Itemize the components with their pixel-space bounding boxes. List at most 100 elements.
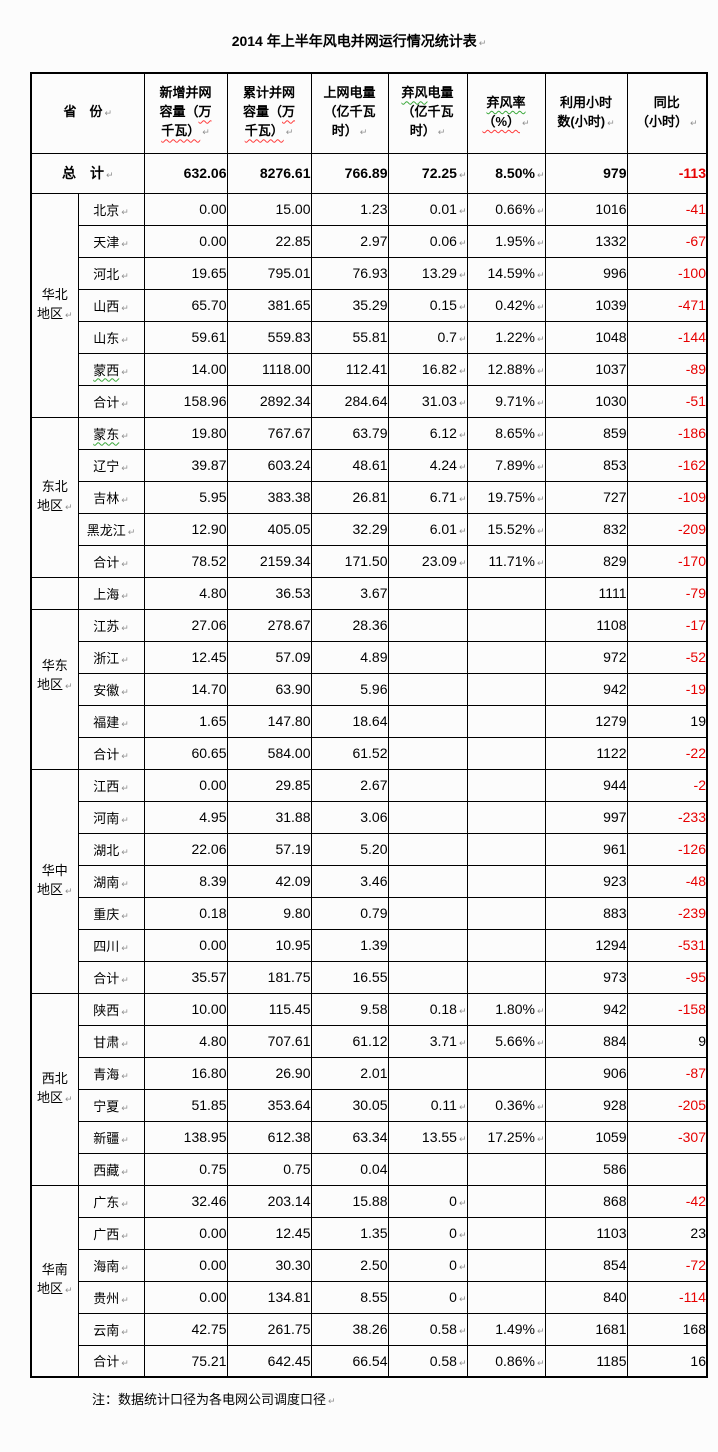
col-header-curtailed-energy: 弃风电量 （亿千瓦 时） ↵	[387, 72, 468, 154]
value-cell: 0.00	[143, 928, 228, 962]
paragraph-mark: ↵	[121, 271, 129, 282]
paragraph-mark: ↵	[121, 847, 129, 858]
table-row: 山西 ↵ 65.70 381.65 35.29 0.15 ↵ 0.42% ↵ 1039 -471	[31, 288, 708, 322]
value-cell: 1.22% ↵	[466, 320, 546, 354]
value-cell: 158.96	[143, 384, 228, 418]
header-line: 时） ↵	[331, 123, 368, 139]
header-row: 省 份 ↵ 新增并网 容量（万 千瓦） ↵ 累计并网 容量（万 千瓦） ↵ 上网电量 （亿千瓦 时） ↵ 弃…	[30, 72, 708, 154]
province-cell: 广东 ↵	[77, 1184, 145, 1218]
region-label-line: 华东	[41, 657, 68, 673]
table-row: 合计 ↵ 75.21 642.45 66.54 0.58 ↵ 0.86% ↵ 1185 16	[31, 1344, 708, 1378]
col-header-utilization-hours: 利用小时数(小时) ↵	[544, 72, 628, 154]
header-line: 上网电量	[323, 85, 376, 101]
value-cell: 0.36% ↵	[466, 1088, 546, 1122]
value-cell: 2159.34	[226, 544, 312, 578]
paragraph-mark: ↵	[121, 303, 129, 314]
value-cell: 181.75	[226, 960, 312, 994]
value-cell: 12.88% ↵	[466, 352, 546, 386]
value-cell: 0.00	[143, 768, 228, 802]
value-cell: 31.88	[226, 800, 312, 834]
value-cell: 381.65	[226, 288, 312, 322]
table-row: 西北 地区 ↵ 陕西 ↵ 10.00 115.45 9.58 0.18 ↵ 1.80% ↵ 942 -15…	[30, 992, 708, 1186]
paragraph-mark: ↵	[536, 463, 545, 473]
province-cell: 重庆 ↵	[77, 896, 145, 930]
value-cell	[387, 736, 468, 770]
yoy-cell: 23	[626, 1216, 708, 1250]
region-cell-central-china: 华中 地区 ↵	[30, 768, 79, 994]
value-cell: 0.58 ↵	[387, 1312, 468, 1346]
yoy-cell: -17	[626, 608, 708, 642]
region-label-line: 西北	[41, 1070, 68, 1086]
value-cell: 603.24	[226, 448, 312, 482]
value-cell: 278.67	[226, 608, 312, 642]
value-cell: 928	[544, 1088, 628, 1122]
header-line: 利用小时	[559, 94, 612, 110]
header-line: （亿千瓦	[323, 104, 376, 120]
table-row: 合计 ↵ 35.57 181.75 16.55 973 -95	[31, 960, 708, 994]
province-cell: 新疆 ↵	[77, 1120, 145, 1154]
table-row: 合计 ↵ 78.52 2159.34 171.50 23.09 ↵ 11.71% ↵ 829 -17…	[31, 544, 708, 578]
paragraph-mark: ↵	[458, 1039, 467, 1049]
value-cell: 1030	[544, 384, 628, 418]
value-cell: 0.06 ↵	[387, 224, 468, 258]
paragraph-mark: ↵	[64, 310, 73, 321]
yoy-cell: -233	[626, 800, 708, 834]
value-cell: 30.30	[226, 1248, 312, 1282]
paragraph-mark: ↵	[458, 1295, 467, 1305]
value-cell: 7.89% ↵	[466, 448, 546, 482]
spellcheck-underlined-text: 弃风率	[486, 94, 526, 110]
table-row: 华南 地区 ↵ 广东 ↵ 32.46 203.14 15.88 0 ↵ 868 -42	[30, 1184, 708, 1378]
value-cell: 0.42% ↵	[466, 288, 546, 322]
province-cell: 河北 ↵	[77, 256, 145, 290]
paragraph-mark: ↵	[536, 1135, 545, 1145]
value-cell	[466, 1184, 546, 1218]
value-cell: 1185	[544, 1344, 628, 1378]
value-cell: 795.01	[226, 256, 312, 290]
col-header-province: 省 份 ↵	[30, 72, 145, 154]
province-cell: 湖北 ↵	[77, 832, 145, 866]
header-line: 弃风率	[468, 93, 545, 112]
value-cell: 10.95	[226, 928, 312, 962]
region-cell-south-china: 华南 地区 ↵	[30, 1184, 79, 1378]
table-row: 江苏 ↵ 27.06 278.67 28.36 1108 -17	[31, 608, 708, 642]
value-cell: 972	[544, 640, 628, 674]
region-label-line: 华南	[41, 1262, 68, 1278]
paragraph-mark: ↵	[458, 1007, 467, 1017]
paragraph-mark: ↵	[121, 1167, 129, 1178]
paragraph-mark: ↵	[536, 1103, 545, 1113]
paragraph-mark: ↵	[121, 591, 129, 602]
value-cell: 1332	[544, 224, 628, 258]
table-row: 湖北 ↵ 22.06 57.19 5.20 961 -126	[31, 832, 708, 866]
value-cell: 1059	[544, 1120, 628, 1154]
paragraph-mark: ↵	[536, 1327, 545, 1337]
paragraph-mark: ↵	[536, 399, 545, 409]
value-cell: 8.65% ↵	[466, 416, 546, 450]
value-cell: 76.93	[310, 256, 389, 290]
value-cell: 612.38	[226, 1120, 312, 1154]
value-cell: 13.55 ↵	[387, 1120, 468, 1154]
paragraph-mark: ↵	[285, 128, 294, 139]
value-cell: 942	[544, 992, 628, 1026]
header-line: 新增并网	[159, 85, 212, 101]
header-line: 数(小时) ↵	[557, 113, 615, 129]
value-cell: 63.90	[226, 672, 312, 706]
value-cell	[387, 960, 468, 994]
paragraph-mark: ↵	[121, 1199, 129, 1210]
value-cell	[387, 800, 468, 834]
value-cell: 16.55	[310, 960, 389, 994]
table-row: 安徽 ↵ 14.70 63.90 5.96 942 -19	[31, 672, 708, 706]
value-cell: 15.52% ↵	[466, 512, 546, 546]
value-cell: 14.00	[143, 352, 228, 386]
value-cell: 0.00	[143, 1216, 228, 1250]
value-cell: 30.05	[310, 1088, 389, 1122]
yoy-cell: -239	[626, 896, 708, 930]
yoy-cell: -22	[626, 736, 708, 770]
spellcheck-underlined-text: 蒙西	[93, 362, 120, 378]
province-cell: 福建 ↵	[77, 704, 145, 738]
value-cell: 57.19	[226, 832, 312, 866]
value-cell	[466, 608, 546, 642]
province-cell: 北京 ↵	[77, 192, 145, 226]
yoy-cell: 168	[626, 1312, 708, 1346]
paragraph-mark: ↵	[458, 527, 467, 537]
paragraph-mark: ↵	[64, 681, 73, 692]
